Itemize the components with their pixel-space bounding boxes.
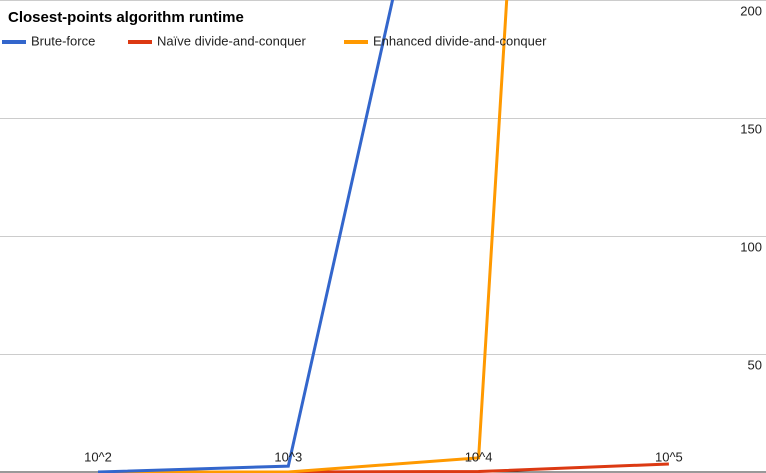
labels: 50 100 150 200 10^2 10^3 10^4 10^5 Brute-force Na… [2, 3, 762, 464]
legend-label: Enhanced divide-and-conquer [373, 33, 547, 48]
plot-area [97, 0, 669, 473]
y-tick-label: 150 [740, 121, 762, 136]
y-tick-label: 200 [740, 3, 762, 18]
chart-title: Closest-points algorithm runtime [8, 9, 244, 26]
legend-label: Naïve divide-and-conquer [157, 33, 307, 48]
y-tick-label: 50 [748, 357, 762, 372]
x-tick-label: 10^3 [274, 449, 302, 464]
x-tick-label: 10^4 [465, 449, 493, 464]
x-tick-label: 10^5 [655, 449, 683, 464]
series-line [98, 0, 509, 473]
series-line [97, 0, 395, 473]
legend-label: Brute-force [31, 33, 95, 48]
y-tick-label: 100 [740, 239, 762, 254]
x-tick-label: 10^2 [84, 449, 112, 464]
